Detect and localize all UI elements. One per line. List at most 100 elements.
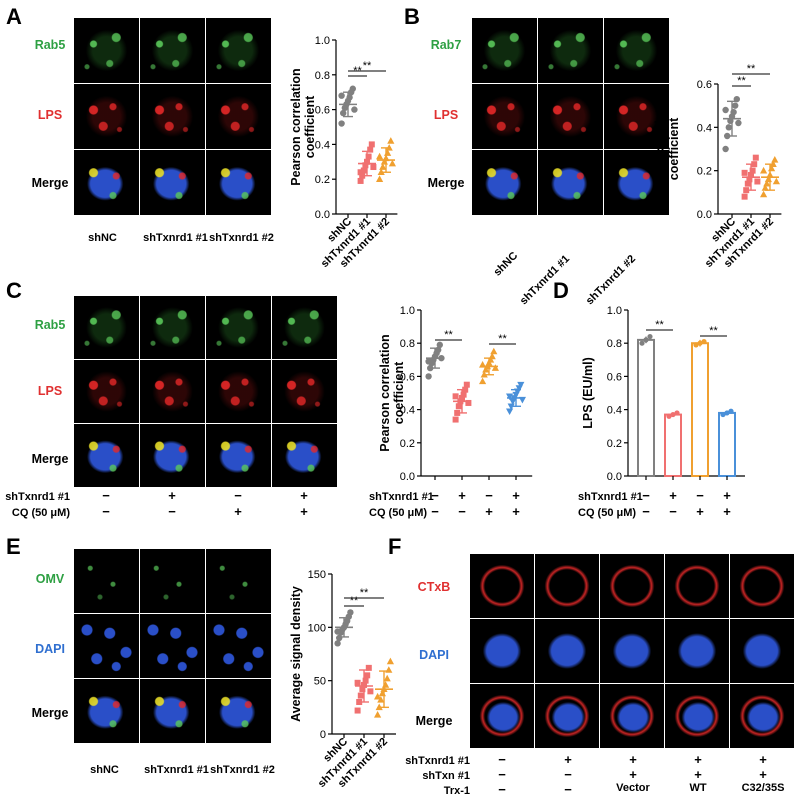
data-point — [465, 399, 472, 406]
panel-label-e: E — [6, 534, 21, 559]
condition-label-shtxnrd1-c: shTxnrd1 #1 — [5, 491, 70, 503]
data-point — [364, 672, 371, 679]
f-micrograph-r3-c5 — [730, 684, 794, 748]
c-micrograph-r2-c3 — [206, 360, 271, 423]
chart-c-condition-label: CQ (50 μM) — [369, 507, 427, 519]
chart-d-sign: − — [696, 488, 704, 503]
y-tick-label: 0.2 — [697, 166, 712, 178]
data-point — [368, 141, 375, 148]
c-sign-r1-c3: − — [234, 488, 242, 503]
y-tick-label: 0.8 — [607, 338, 622, 350]
data-point — [387, 137, 395, 144]
f-sign-r2-c4: + — [694, 767, 702, 782]
data-point — [347, 609, 354, 616]
y-tick-label: 0.4 — [315, 139, 330, 151]
y-axis-label: Pearson correlation — [378, 334, 392, 451]
significance-label: ** — [655, 319, 664, 331]
f-micrograph-r2-c4 — [665, 619, 729, 683]
y-tick-label: 0.6 — [697, 79, 712, 91]
f-sign-r1-c2: + — [564, 752, 572, 767]
significance-label: ** — [444, 329, 453, 341]
data-point — [452, 416, 459, 423]
data-point — [647, 333, 653, 340]
data-point — [360, 167, 367, 174]
f-sign-r1-c4: + — [694, 752, 702, 767]
y-tick-label: 1.0 — [400, 305, 415, 317]
chart-c-sign: + — [485, 504, 493, 519]
chart-d-sign: + — [669, 488, 677, 503]
chart-c-sign: − — [431, 504, 439, 519]
data-point — [338, 92, 345, 99]
data-point — [374, 711, 382, 718]
f-sign-r1-c3: + — [629, 752, 637, 767]
c-sign-r1-c1: − — [102, 488, 110, 503]
data-point — [425, 373, 432, 380]
y-tick-label: 0.0 — [400, 471, 415, 483]
data-point — [506, 393, 514, 401]
data-point — [701, 338, 707, 345]
f-sign-r2-c5: + — [759, 767, 767, 782]
b-micrograph-r2-c3 — [604, 84, 669, 149]
row-label-lps-c: LPS — [37, 384, 63, 398]
f-micrograph-r2-c3 — [600, 619, 664, 683]
y-tick-label: 0.8 — [315, 70, 330, 82]
chart-d-condition-label: shTxnrd1 #1 — [578, 491, 643, 503]
y-tick-label: 0.6 — [315, 105, 330, 117]
data-point — [455, 403, 462, 410]
e-micrograph-r1-c3 — [206, 549, 271, 613]
y-tick-label: 1.0 — [315, 35, 330, 47]
column-label-shtxnrd1-2-e: shTxnrd1 #2 — [210, 764, 275, 776]
data-point — [357, 177, 364, 184]
chart-d-sign: − — [669, 504, 677, 519]
data-point — [771, 156, 779, 163]
data-point — [728, 408, 734, 414]
significance-label: ** — [360, 587, 369, 599]
data-point — [722, 106, 729, 114]
data-point — [338, 120, 345, 127]
column-label-shtxnrd1-1: shTxnrd1 #1 — [143, 232, 208, 244]
c-micrograph-r2-c4 — [272, 360, 337, 423]
data-point — [357, 692, 364, 699]
data-point — [744, 180, 751, 187]
data-point — [666, 413, 672, 419]
chart-c-sign: + — [512, 488, 520, 503]
y-tick-label: 0.0 — [607, 471, 622, 483]
data-point — [720, 411, 726, 418]
c-sign-r2-c4: + — [300, 504, 308, 519]
column-label-shnc: shNC — [88, 232, 117, 244]
row-label-merge: Merge — [31, 176, 69, 190]
c-micrograph-r2-c2 — [140, 360, 205, 423]
data-point — [772, 177, 780, 185]
c-sign-r1-c4: + — [300, 488, 308, 503]
c-micrograph-r1-c1 — [74, 296, 139, 359]
chart-d-sign: − — [642, 504, 650, 519]
data-point — [385, 666, 393, 673]
f-micrograph-r2-c5 — [730, 619, 794, 683]
bar — [718, 411, 736, 477]
data-point — [349, 85, 356, 92]
data-point — [761, 184, 769, 191]
y-tick-label: 0.2 — [607, 438, 622, 450]
data-point — [517, 381, 525, 389]
y-tick-label: 0.6 — [400, 371, 415, 383]
row-label-dapi-e: DAPI — [35, 642, 65, 656]
data-point — [763, 179, 771, 187]
b-micrograph-r3-c1 — [472, 150, 537, 215]
a-micrograph-r3-c1 — [74, 150, 139, 215]
c-micrograph-r3-c4 — [272, 424, 337, 487]
data-point — [479, 377, 487, 385]
significance-label: ** — [498, 333, 507, 345]
chart-c-sign: − — [431, 488, 439, 503]
data-point — [754, 178, 761, 185]
data-point — [752, 154, 759, 161]
f-sign-r3-c5: C32/35S — [741, 782, 785, 794]
data-point — [482, 365, 490, 373]
f-sign-r1-c1: − — [498, 752, 506, 767]
chart-c-sign: + — [458, 488, 466, 503]
data-point — [741, 169, 748, 176]
e-micrograph-r2-c1 — [74, 614, 139, 678]
f-micrograph-r2-c2 — [535, 619, 599, 683]
chart-c-sign: − — [485, 488, 493, 503]
row-label-lps-b: LPS — [433, 108, 459, 122]
significance-label: ** — [737, 75, 746, 87]
